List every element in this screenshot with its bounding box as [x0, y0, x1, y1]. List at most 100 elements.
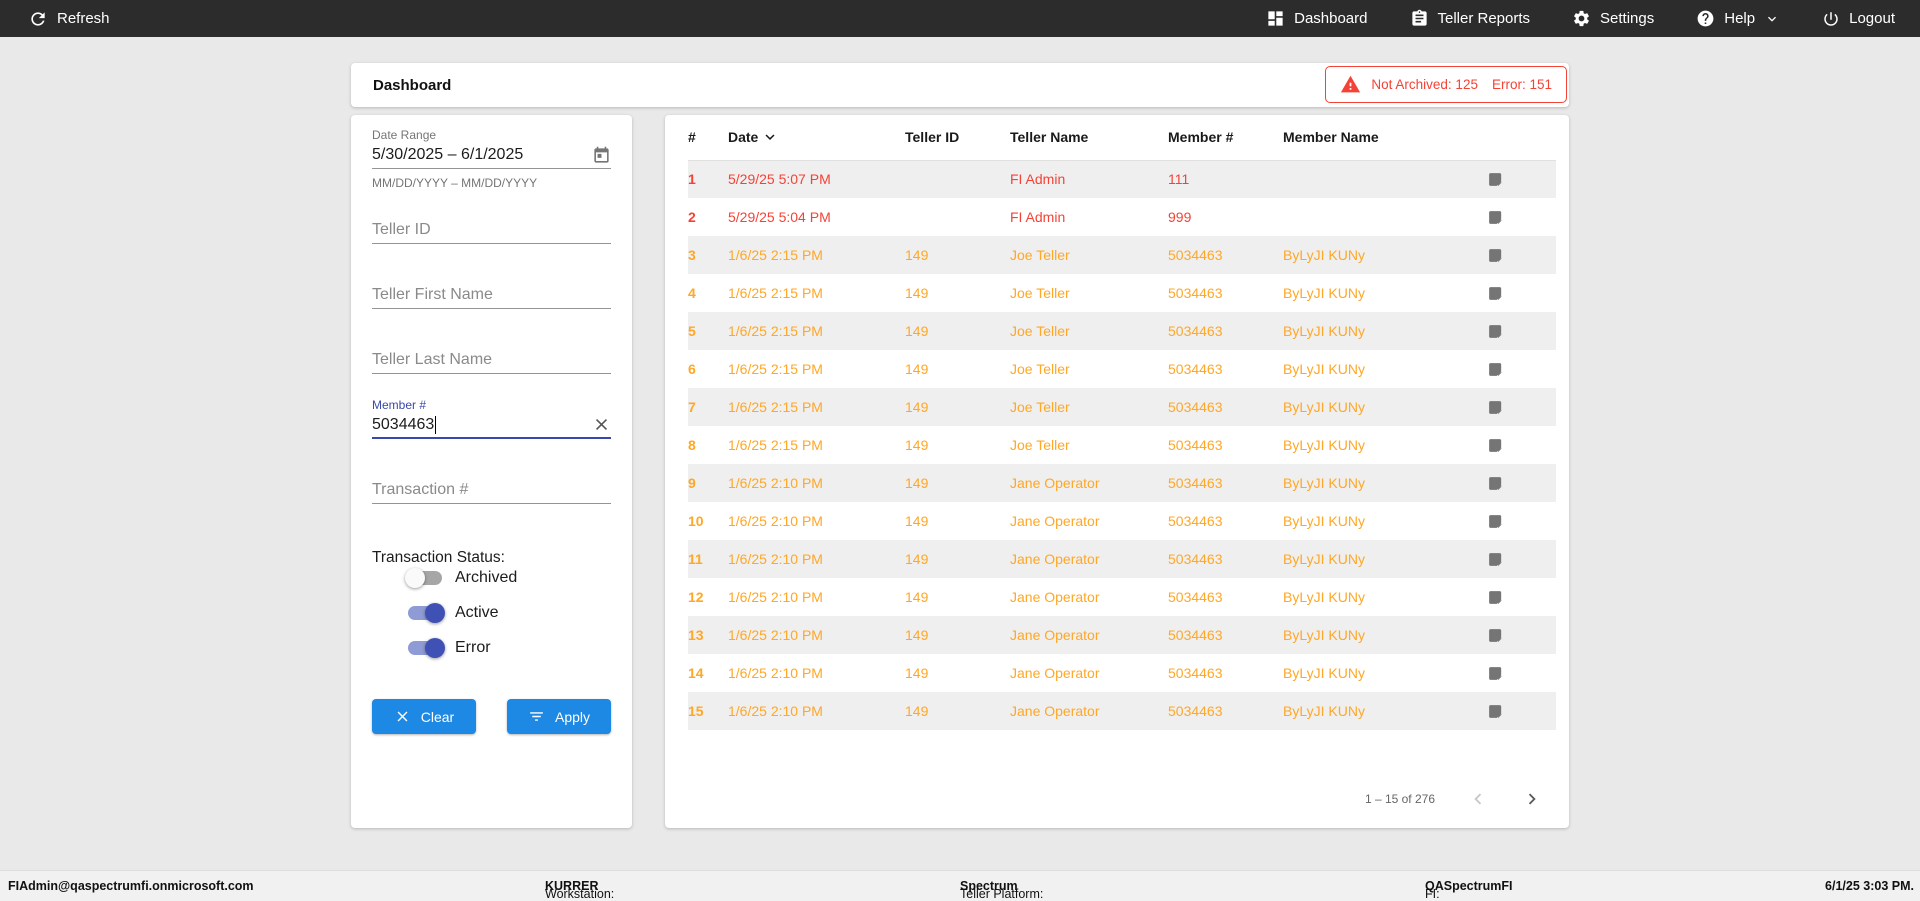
teller-id-input[interactable] [372, 217, 611, 244]
row-note-button[interactable] [1487, 502, 1556, 540]
row-number: 6 [688, 361, 696, 377]
row-note-button[interactable] [1487, 198, 1556, 236]
table-row[interactable]: 9 1/6/25 2:10 PM 149 Jane Operator 50344… [688, 464, 1556, 502]
col-date-sort[interactable]: Date [728, 115, 905, 161]
table-row[interactable]: 3 1/6/25 2:15 PM 149 Joe Teller 5034463 … [688, 236, 1556, 274]
calendar-icon[interactable] [592, 146, 611, 165]
table-row[interactable]: 4 1/6/25 2:15 PM 149 Joe Teller 5034463 … [688, 274, 1556, 312]
dashboard-icon [1268, 11, 1283, 26]
row-note-button[interactable] [1487, 616, 1556, 654]
transaction-number-input[interactable] [372, 477, 611, 504]
table-row[interactable]: 12 1/6/25 2:10 PM 149 Jane Operator 5034… [688, 578, 1556, 616]
row-note-button[interactable] [1487, 388, 1556, 426]
nav-logout-label: Logout [1849, 10, 1895, 27]
page-header: Dashboard Not Archived: 125 Error: 151 [351, 63, 1569, 107]
note-icon [1489, 172, 1502, 186]
table-row[interactable]: 6 1/6/25 2:15 PM 149 Joe Teller 5034463 … [688, 350, 1556, 388]
table-row[interactable]: 13 1/6/25 2:10 PM 149 Jane Operator 5034… [688, 616, 1556, 654]
row-member-number: 5034463 [1168, 589, 1223, 605]
row-note-button[interactable] [1487, 274, 1556, 312]
row-member-number: 5034463 [1168, 437, 1223, 453]
note-icon [1489, 666, 1502, 680]
refresh-button[interactable]: Refresh [28, 9, 110, 29]
transactions-body: 1 5/29/25 5:07 PM FI Admin 111 2 5/29/25… [688, 160, 1556, 730]
previous-page-button[interactable] [1463, 784, 1493, 814]
note-icon [1489, 590, 1502, 604]
clear-field-icon[interactable] [592, 415, 611, 434]
row-note-button[interactable] [1487, 236, 1556, 274]
member-number-input[interactable]: 5034463 [372, 412, 611, 439]
table-row[interactable]: 1 5/29/25 5:07 PM FI Admin 111 [688, 160, 1556, 198]
teller-last-name-input[interactable] [372, 347, 611, 374]
row-date: 1/6/25 2:15 PM [728, 437, 823, 453]
row-teller-id: 149 [905, 627, 929, 643]
col-member-name: Member Name [1283, 115, 1487, 161]
reports-clipboard-icon [1411, 9, 1427, 26]
page-title: Dashboard [373, 76, 452, 94]
table-row[interactable]: 7 1/6/25 2:15 PM 149 Joe Teller 5034463 … [688, 388, 1556, 426]
row-member-number: 5034463 [1168, 513, 1223, 529]
row-date: 5/29/25 5:07 PM [728, 171, 831, 188]
col-teller-name: Teller Name [1010, 115, 1168, 161]
col-teller-id: Teller ID [905, 115, 1010, 161]
row-note-button[interactable] [1487, 426, 1556, 464]
row-note-button[interactable] [1487, 654, 1556, 692]
toggle-error[interactable]: Error [408, 637, 611, 659]
table-row[interactable]: 5 1/6/25 2:15 PM 149 Joe Teller 5034463 … [688, 312, 1556, 350]
date-range-helper: MM/DD/YYYY – MM/DD/YYYY [372, 176, 538, 190]
row-note-button[interactable] [1487, 464, 1556, 502]
date-range-input[interactable]: 5/30/2025 – 6/1/2025 [372, 142, 611, 169]
row-date: 1/6/25 2:15 PM [728, 285, 823, 301]
row-note-button[interactable] [1487, 578, 1556, 616]
member-number-field: Member # 5034463 [372, 398, 611, 439]
row-teller-name: Joe Teller [1010, 399, 1070, 415]
row-note-button[interactable] [1487, 350, 1556, 388]
row-teller-id: 149 [905, 475, 929, 491]
table-row[interactable]: 15 1/6/25 2:10 PM 149 Jane Operator 5034… [688, 692, 1556, 730]
row-note-button[interactable] [1487, 692, 1556, 730]
clear-button[interactable]: Clear [372, 699, 476, 734]
teller-first-name-input[interactable] [372, 282, 611, 309]
table-row[interactable]: 10 1/6/25 2:10 PM 149 Jane Operator 5034… [688, 502, 1556, 540]
row-note-button[interactable] [1487, 540, 1556, 578]
row-teller-id [905, 160, 1010, 198]
note-icon [1489, 400, 1502, 414]
nav-logout[interactable]: Logout [1822, 10, 1895, 28]
table-row[interactable]: 11 1/6/25 2:10 PM 149 Jane Operator 5034… [688, 540, 1556, 578]
row-teller-id: 149 [905, 361, 929, 377]
table-row[interactable]: 14 1/6/25 2:10 PM 149 Jane Operator 5034… [688, 654, 1556, 692]
col-note [1487, 115, 1556, 161]
table-header-row: # Date Teller ID Teller Name Member # Me… [688, 115, 1556, 161]
note-icon [1489, 210, 1502, 224]
row-date: 1/6/25 2:15 PM [728, 247, 823, 263]
power-icon [1824, 11, 1838, 26]
table-row[interactable]: 8 1/6/25 2:15 PM 149 Joe Teller 5034463 … [688, 426, 1556, 464]
toggle-active[interactable]: Active [408, 602, 611, 624]
row-teller-id: 149 [905, 247, 929, 263]
nav-dashboard[interactable]: Dashboard [1266, 9, 1368, 28]
fi-status: FI: QASpectrumFI [1425, 879, 1513, 901]
row-teller-name: Jane Operator [1010, 589, 1100, 605]
refresh-icon [31, 11, 45, 26]
nav-settings-label: Settings [1600, 10, 1655, 27]
nav-teller-reports[interactable]: Teller Reports [1410, 9, 1531, 28]
note-icon [1489, 476, 1502, 490]
nav-teller-reports-label: Teller Reports [1437, 10, 1531, 27]
row-member-name: ByLyJI KUNy [1283, 437, 1365, 453]
date-range-label: Date Range [372, 128, 437, 142]
row-member-number: 5034463 [1168, 703, 1223, 719]
table-row[interactable]: 2 5/29/25 5:04 PM FI Admin 999 [688, 198, 1556, 236]
next-page-button[interactable] [1517, 784, 1547, 814]
nav-help[interactable]: Help [1696, 9, 1780, 28]
row-member-name: ByLyJI KUNy [1283, 551, 1365, 567]
toggle-archived[interactable]: Archived [405, 567, 611, 589]
row-note-button[interactable] [1487, 160, 1556, 198]
apply-button[interactable]: Apply [507, 699, 611, 734]
nav-settings[interactable]: Settings [1572, 9, 1654, 28]
row-member-number: 5034463 [1168, 399, 1223, 415]
switch-track [408, 638, 445, 658]
row-date: 1/6/25 2:10 PM [728, 703, 823, 719]
status-bar: FIAdmin@qaspectrumfi.onmicrosoft.com Wor… [0, 870, 1920, 901]
row-note-button[interactable] [1487, 312, 1556, 350]
note-icon [1489, 514, 1502, 528]
